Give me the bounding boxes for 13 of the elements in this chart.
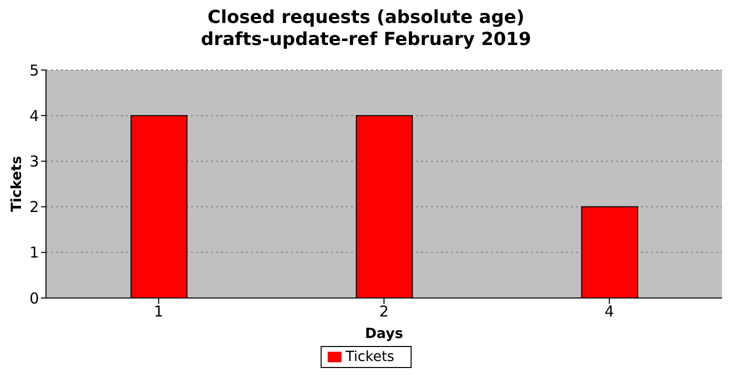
y-tick-label: 0	[29, 289, 39, 308]
y-axis-title: Tickets	[9, 156, 25, 212]
legend-label: Tickets	[346, 349, 394, 365]
chart-title: Closed requests (absolute age) drafts-update-ref February 2019	[200, 7, 532, 51]
x-tick-label: 2	[379, 302, 389, 321]
x-tick-label: 1	[154, 302, 164, 321]
y-tick-label: 4	[29, 106, 39, 125]
y-tick-label: 1	[29, 244, 39, 262]
y-tick-label: 5	[29, 61, 39, 80]
y-tick-label: 2	[29, 198, 39, 216]
x-tick-label: 4	[604, 302, 614, 321]
x-axis-title: Days	[364, 326, 404, 342]
y-tick-label: 3	[29, 152, 39, 171]
